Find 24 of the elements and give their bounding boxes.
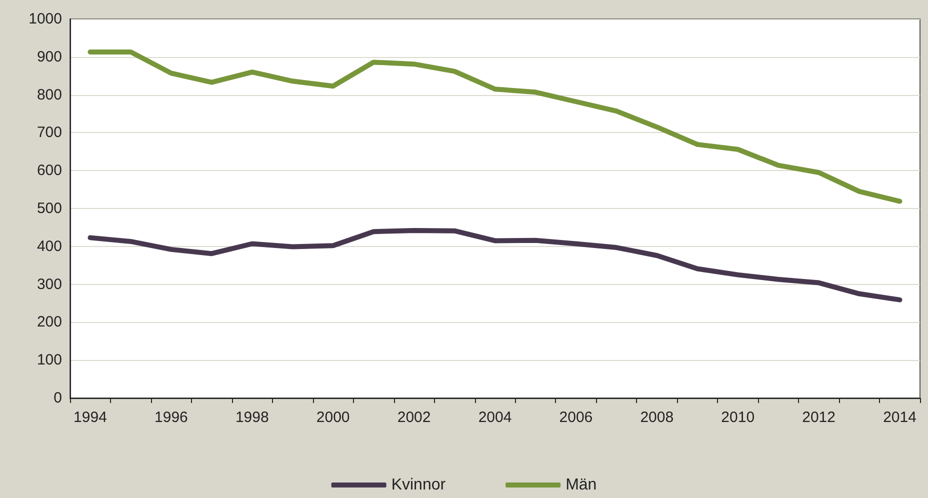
x-tick-label: 2010	[721, 409, 755, 426]
y-tick-label: 900	[36, 48, 62, 66]
x-tick-label: 1994	[74, 409, 107, 426]
y-tick-label: 400	[36, 238, 62, 255]
legend-label: Kvinnor	[391, 476, 446, 494]
y-tick-label: 300	[36, 276, 62, 293]
legend-label: Män	[566, 476, 597, 494]
y-tick-label: 800	[36, 86, 62, 104]
y-tick-label: 1000	[28, 10, 62, 28]
y-tick-label: 700	[36, 124, 62, 142]
y-tick-label: 600	[36, 162, 62, 180]
x-tick-label: 2002	[397, 409, 431, 426]
x-tick-label: 2000	[316, 409, 350, 426]
x-tick-label: 1996	[154, 409, 188, 426]
x-tick-label: 2006	[559, 409, 593, 426]
x-tick-label: 2014	[883, 409, 916, 426]
x-tick-label: 2004	[478, 409, 512, 426]
y-tick-label: 100	[36, 352, 62, 369]
y-tick-label: 0	[54, 390, 62, 406]
x-tick-label: 2008	[640, 409, 674, 426]
x-tick-label: 1998	[235, 409, 269, 426]
y-tick-label: 500	[36, 200, 62, 217]
y-tick-label: 200	[36, 314, 62, 331]
x-tick-label: 2012	[802, 409, 836, 426]
